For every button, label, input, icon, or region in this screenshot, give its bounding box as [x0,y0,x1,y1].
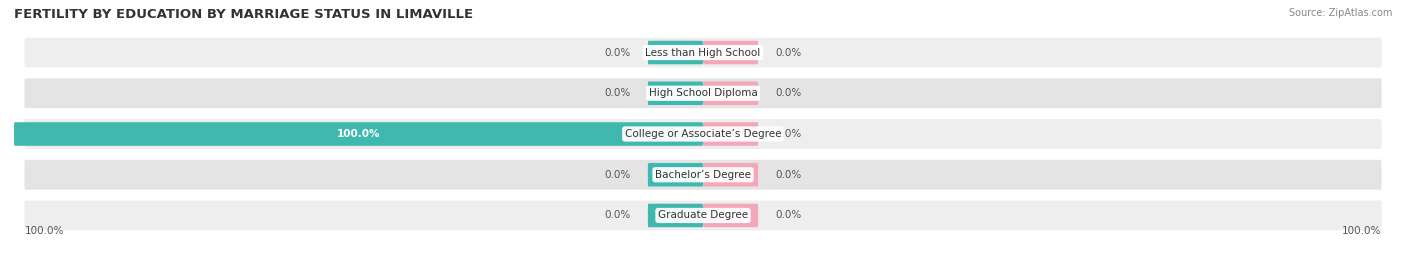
Text: 0.0%: 0.0% [775,210,801,221]
Text: College or Associate’s Degree: College or Associate’s Degree [624,129,782,139]
FancyBboxPatch shape [703,163,758,187]
FancyBboxPatch shape [648,81,703,105]
Text: 0.0%: 0.0% [775,88,801,98]
FancyBboxPatch shape [703,204,758,227]
Text: 0.0%: 0.0% [775,47,801,58]
FancyBboxPatch shape [703,122,758,146]
Text: 100.0%: 100.0% [1343,226,1382,236]
Text: FERTILITY BY EDUCATION BY MARRIAGE STATUS IN LIMAVILLE: FERTILITY BY EDUCATION BY MARRIAGE STATU… [14,8,474,21]
Text: High School Diploma: High School Diploma [648,88,758,98]
FancyBboxPatch shape [703,41,758,64]
FancyBboxPatch shape [648,41,703,64]
FancyBboxPatch shape [648,163,703,187]
Text: 0.0%: 0.0% [605,210,631,221]
Text: 100.0%: 100.0% [24,226,63,236]
Text: 0.0%: 0.0% [605,47,631,58]
FancyBboxPatch shape [24,119,1382,149]
Text: 0.0%: 0.0% [605,88,631,98]
FancyBboxPatch shape [24,160,1382,190]
Text: 0.0%: 0.0% [775,129,801,139]
Text: 0.0%: 0.0% [775,170,801,180]
Text: 100.0%: 100.0% [337,129,380,139]
FancyBboxPatch shape [648,204,703,227]
FancyBboxPatch shape [24,200,1382,230]
FancyBboxPatch shape [14,122,703,146]
Text: Less than High School: Less than High School [645,47,761,58]
Text: Source: ZipAtlas.com: Source: ZipAtlas.com [1288,8,1392,18]
Text: Graduate Degree: Graduate Degree [658,210,748,221]
FancyBboxPatch shape [24,38,1382,68]
FancyBboxPatch shape [24,78,1382,108]
Text: 0.0%: 0.0% [605,170,631,180]
FancyBboxPatch shape [703,81,758,105]
Text: Bachelor’s Degree: Bachelor’s Degree [655,170,751,180]
